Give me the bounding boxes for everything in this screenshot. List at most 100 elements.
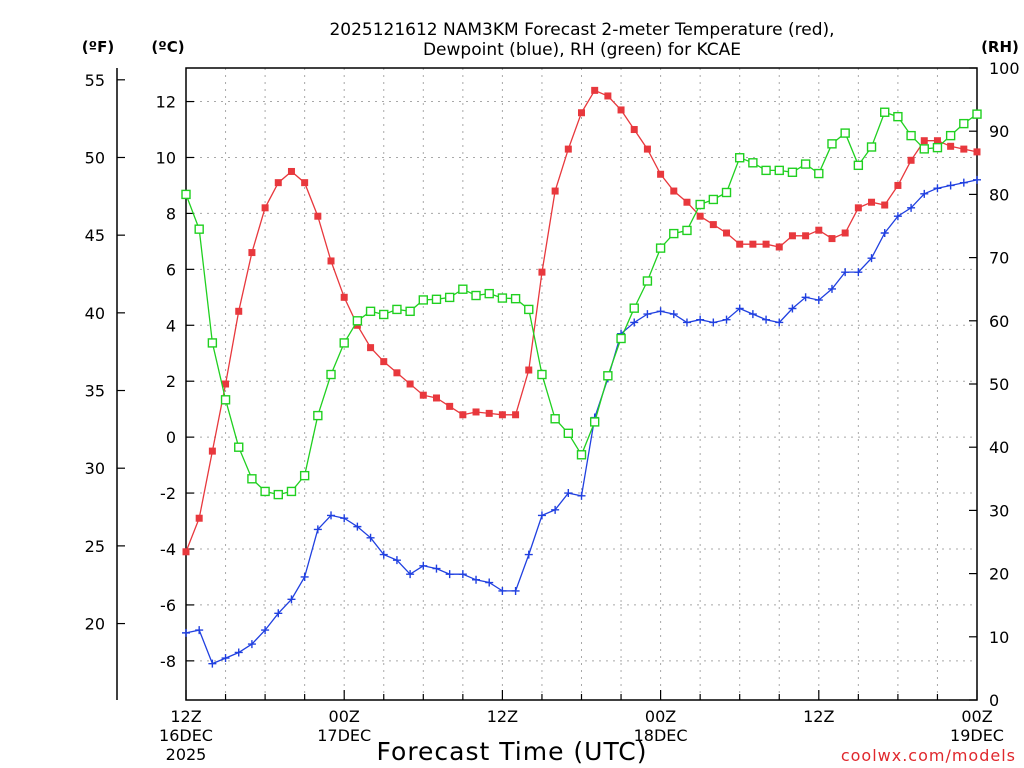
data-point	[286, 486, 297, 497]
data-point	[247, 474, 257, 484]
rh-tick-label: 90	[989, 122, 1009, 141]
data-point	[260, 486, 270, 497]
data-point	[538, 268, 546, 276]
data-point	[630, 318, 639, 327]
data-point	[194, 224, 204, 234]
data-point	[708, 194, 719, 205]
data-point	[432, 394, 440, 402]
rh-tick-label: 0	[989, 691, 999, 710]
data-point	[431, 294, 442, 305]
data-point	[379, 309, 389, 320]
data-point	[709, 221, 717, 229]
series	[181, 86, 982, 668]
data-point	[827, 284, 836, 293]
data-point	[945, 130, 956, 141]
rh-tick-label: 30	[989, 501, 1009, 520]
data-point	[524, 550, 533, 559]
time-tick-label: 00Z	[645, 707, 676, 726]
data-point	[352, 316, 363, 326]
data-point	[313, 525, 322, 534]
data-point	[775, 243, 783, 251]
data-point	[669, 310, 678, 319]
data-point	[802, 232, 810, 240]
chart-title-line2: Dewpoint (blue), RH (green) for KCAE	[423, 40, 741, 60]
data-point	[459, 411, 467, 419]
time-tick-label: 00Z	[961, 707, 992, 726]
axis-ticks: -8-6-4-202468101212Z16DEC202500Z17DEC12Z…	[85, 59, 1020, 764]
data-point	[510, 293, 521, 304]
data-point	[576, 450, 587, 460]
data-point	[367, 344, 375, 352]
data-point	[274, 609, 283, 618]
data-point	[616, 333, 626, 344]
celsius-tick-label: -4	[160, 540, 176, 559]
data-point	[418, 295, 428, 305]
data-point	[419, 391, 427, 399]
data-point	[525, 366, 533, 374]
data-point	[787, 167, 798, 177]
data-point	[484, 288, 494, 299]
data-point	[299, 470, 310, 481]
data-point	[563, 428, 574, 438]
fahrenheit-tick-label: 30	[85, 459, 105, 478]
data-point	[379, 550, 388, 559]
data-point	[472, 408, 480, 416]
data-point	[446, 402, 454, 410]
series-2-meter-temperature	[182, 86, 981, 556]
data-point	[749, 240, 757, 248]
data-point	[866, 142, 877, 152]
data-point	[617, 106, 625, 114]
fahrenheit-tick-label: 55	[85, 71, 105, 90]
data-point	[339, 338, 349, 348]
data-point	[591, 86, 599, 94]
data-point	[220, 395, 231, 405]
data-point	[695, 199, 705, 210]
data-point	[564, 489, 573, 498]
data-point	[406, 570, 415, 579]
data-point	[261, 204, 269, 212]
data-point	[498, 411, 506, 419]
data-point	[947, 142, 955, 150]
date-tick-label: 18DEC	[634, 726, 688, 745]
celsius-tick-label: -6	[160, 596, 176, 615]
celsius-tick-label: 6	[166, 260, 176, 279]
data-point	[537, 369, 547, 380]
data-point	[709, 318, 718, 327]
date-tick-label: 19DEC	[950, 726, 1004, 745]
data-point	[208, 659, 217, 668]
grid	[186, 68, 977, 700]
data-point	[273, 489, 283, 500]
data-point	[195, 626, 204, 635]
data-point	[656, 307, 665, 316]
data-point	[801, 293, 810, 302]
data-point	[919, 144, 929, 154]
data-point	[340, 514, 349, 523]
data-point	[788, 304, 797, 313]
data-point	[893, 212, 902, 221]
data-point	[234, 442, 244, 452]
data-point	[458, 570, 467, 579]
data-point	[723, 229, 731, 237]
rh-tick-label: 100	[989, 59, 1020, 78]
data-point	[551, 187, 559, 195]
fahrenheit-tick-label: 25	[85, 537, 105, 556]
data-point	[234, 648, 243, 657]
data-point	[736, 240, 744, 248]
data-point	[841, 229, 849, 237]
data-point	[537, 511, 546, 520]
celsius-unit-label: (ºC)	[151, 38, 184, 56]
celsius-tick-label: -8	[160, 652, 176, 671]
rh-tick-label: 10	[989, 628, 1009, 647]
data-point	[959, 118, 969, 129]
data-point	[207, 338, 218, 348]
data-point	[762, 240, 770, 248]
series-dewpoint	[182, 175, 981, 668]
data-point	[511, 586, 520, 595]
data-point	[853, 160, 864, 171]
axes	[116, 67, 978, 701]
data-point	[683, 198, 691, 206]
data-point	[814, 168, 824, 179]
data-point	[748, 158, 758, 168]
rh-tick-label: 60	[989, 312, 1009, 331]
data-point	[696, 212, 704, 220]
